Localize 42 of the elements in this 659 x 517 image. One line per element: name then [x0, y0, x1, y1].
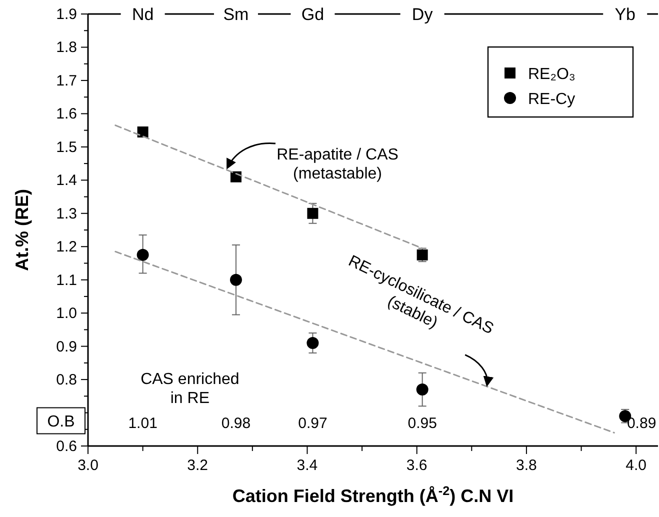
- annotation: Gd: [301, 5, 324, 24]
- y-tick-label: 1.7: [56, 72, 77, 90]
- y-tick-label: 1.0: [56, 305, 77, 322]
- annotation: 0.98: [221, 414, 251, 432]
- y-tick-label: 1.5: [56, 138, 77, 156]
- x-tick-label: 3.8: [516, 457, 537, 474]
- x-tick-label: 3.4: [296, 457, 318, 474]
- y-tick-label: 1.2: [56, 238, 77, 256]
- point: [416, 384, 428, 396]
- annotation: 1.01: [128, 414, 158, 432]
- y-tick-label: 1.9: [56, 6, 77, 23]
- annotation: Yb: [614, 5, 636, 24]
- y-tick-label: 1.3: [56, 205, 77, 222]
- annotation: Nd: [132, 5, 154, 24]
- annotation: 0.95: [408, 414, 437, 432]
- y-tick-label: 0.8: [56, 372, 77, 389]
- x-axis-title: Cation Field Strength (Å$^{-2}$) C.N VI: [232, 484, 514, 506]
- annotation: RE-apatite / CAS (metastable): [276, 146, 398, 183]
- point: [306, 336, 319, 349]
- point: [230, 274, 242, 286]
- legend-label: RE₂O₃: [528, 66, 576, 83]
- y-tick-label: 1.1: [56, 272, 77, 289]
- annotation: 0.97: [298, 414, 328, 432]
- point: [307, 208, 318, 219]
- y-tick-label: 1.6: [56, 106, 77, 123]
- y-tick-label: 0.9: [56, 338, 77, 356]
- annotation: 0.89: [626, 414, 656, 432]
- point: [136, 248, 149, 261]
- y-tick-label: 0.6: [56, 438, 77, 455]
- annotation: Dy: [412, 5, 434, 24]
- point: [137, 126, 148, 138]
- legend-label: RE-Cy: [528, 91, 576, 108]
- annotation: Sm: [223, 5, 249, 24]
- text: O.B: [47, 414, 75, 431]
- x-tick-label: 3.6: [406, 457, 428, 474]
- y-tick-label: 1.8: [56, 39, 77, 56]
- x-tick-label: 4.0: [626, 457, 647, 474]
- annotation: CAS enriched in RE: [140, 370, 240, 408]
- x-tick-label: 3.2: [187, 457, 208, 474]
- y-axis-title: At.% (RE): [12, 189, 32, 271]
- y-tick-label: 1.4: [56, 172, 77, 190]
- x-tick-label: 3.0: [78, 457, 98, 474]
